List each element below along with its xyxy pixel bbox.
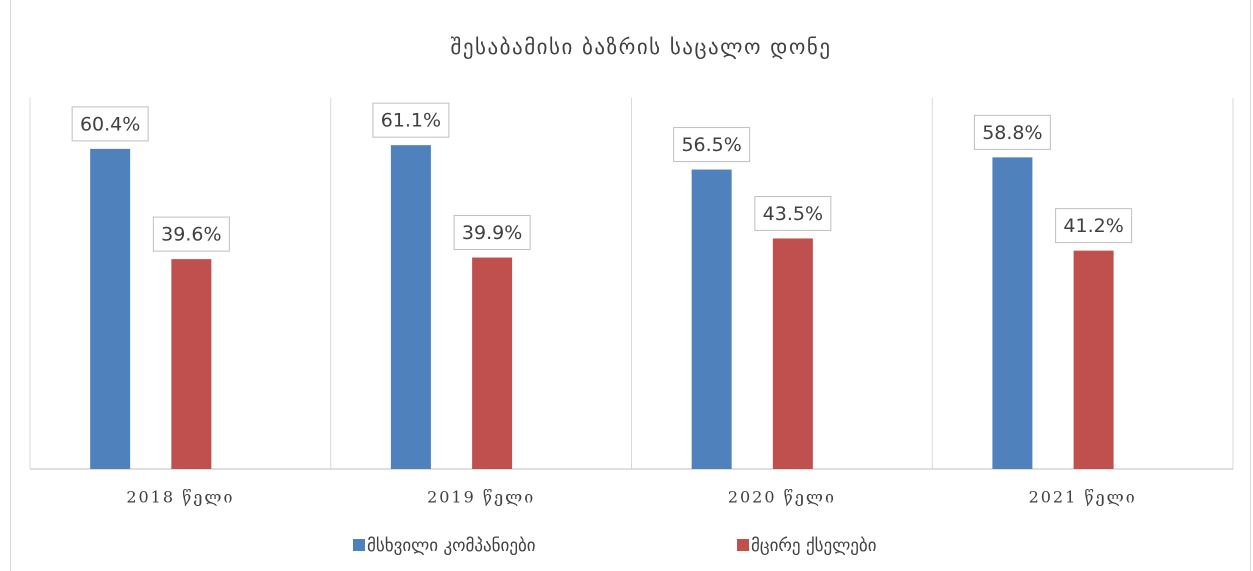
legend-label: მცირე ქსელები [751,536,877,556]
bar [171,259,212,469]
bar [1073,250,1114,469]
data-label-box [71,106,149,142]
bar [472,257,513,469]
bar [772,238,813,469]
bar [691,169,732,470]
data-label: 43.5% [763,203,823,225]
x-tick-label: 2021 წელი [1029,488,1137,507]
data-label-box [152,216,230,252]
data-label: 60.4% [80,113,140,135]
data-label: 41.2% [1063,215,1123,237]
legend-label: მსხვილი კომპანიები [367,536,536,556]
data-label: 61.1% [381,110,441,132]
data-label: 56.5% [681,134,741,156]
chart-title: შესაბამისი ბაზრის საცალო დონე [451,35,832,59]
x-tick-label: 2018 წელი [126,488,234,507]
data-label: 39.6% [161,224,221,246]
x-tick-label: 2019 წელი [427,488,535,507]
data-label-box [453,215,531,251]
bar [992,157,1033,470]
legend-swatch [353,539,365,551]
data-label-box [673,127,751,163]
chart-frame [10,0,1251,571]
bar [90,148,131,469]
data-label-box [372,102,450,138]
x-tick-label: 2020 წელი [728,488,836,507]
data-label-box [1055,208,1133,244]
bar [390,145,431,470]
data-label-box [973,114,1051,150]
data-label-box [754,195,832,231]
data-label: 58.8% [982,122,1042,144]
data-label: 39.9% [462,222,522,244]
legend-swatch [737,539,749,551]
